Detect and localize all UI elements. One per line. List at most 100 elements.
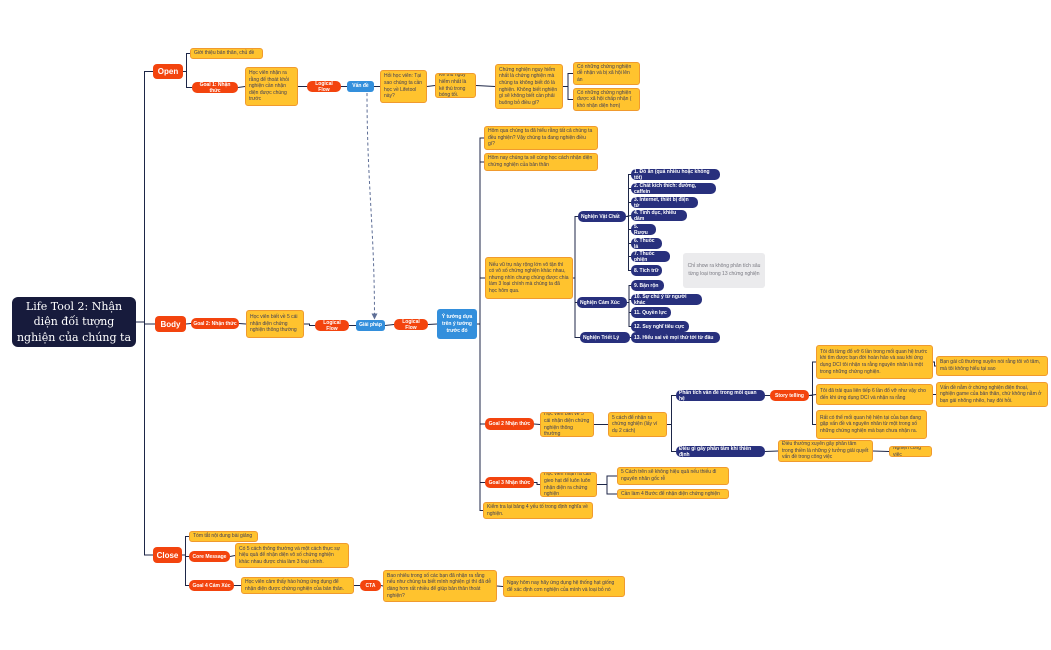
node-kiem-tra[interactable]: Kiểm tra lại bảng 4 yếu tố trong định ng… — [483, 502, 593, 519]
node-item-4[interactable]: 4. Tình dục, khiêu dâm — [631, 210, 687, 221]
connector — [764, 450, 779, 452]
node-story-1[interactable]: Tôi đã từng đổ vỡ 6 lần trong mối quan h… — [816, 345, 933, 379]
connector — [477, 277, 485, 325]
node-item-8[interactable]: 8. Tích trữ — [631, 265, 662, 276]
connector — [809, 361, 816, 396]
node-bao-nhieu[interactable]: Bao nhiêu trong số các bạn đã nhận ra rằ… — [383, 570, 497, 602]
node-item-6[interactable]: 6. Thuốc lá — [631, 238, 662, 249]
node-item-10[interactable]: 10. Sự chú ý từ người khác — [631, 294, 702, 305]
node-item-7[interactable]: 7. Thuốc phiện — [631, 251, 670, 262]
node-item-3[interactable]: 3. Internet, thiết bị điện tử — [631, 197, 698, 208]
node-ngay-hom-nay[interactable]: Ngay hôm nay hãy ứng dụng hệ thống hạt g… — [503, 576, 625, 597]
relationship-link-van-de-giai-phap[interactable] — [366, 92, 378, 320]
connector — [597, 484, 617, 495]
connector — [182, 536, 189, 556]
connector — [573, 277, 577, 303]
node-item-11[interactable]: 11. Quyền lực — [631, 307, 671, 318]
node-ke-thu[interactable]: Kẻ thù nguy hiểm nhất là kẻ thù trong bó… — [435, 73, 476, 98]
connector — [475, 85, 496, 87]
node-nguy-hiem[interactable]: Chứng nghiện nguy hiểm nhất là chứng ngh… — [495, 64, 563, 109]
node-cach-thong-thuong[interactable]: Có 5 cách thông thường và một cách thực … — [235, 543, 349, 568]
node-core-message[interactable]: Core Message — [189, 551, 230, 562]
node-logical-flow-1[interactable]: Logical Flow — [307, 81, 341, 92]
node-cach-5[interactable]: 5 cách để nhận ra chứng nghiện (lấy ví d… — [608, 412, 667, 437]
connector — [136, 71, 153, 323]
node-khong-hieu-qua[interactable]: 5 Cách trên sẽ không hiệu quả nếu thiếu … — [617, 467, 729, 485]
node-hoi-hoc-vien[interactable]: Hỏi học viên: Tại sao chúng ta cần học v… — [380, 70, 427, 103]
connector — [563, 73, 573, 87]
node-hv-biet-5b[interactable]: Học viên biết về 5 cái nhận diện chứng n… — [540, 412, 594, 437]
connector — [626, 174, 631, 217]
node-logical-flow-2[interactable]: Logical Flow — [315, 320, 349, 331]
node-goal-4[interactable]: Goal 4 Cảm Xúc — [189, 580, 234, 591]
node-giai-phap[interactable]: Giải pháp — [356, 320, 385, 331]
node-gioi-thieu[interactable]: Giới thiệu bản thân, chủ đề — [190, 48, 263, 59]
connector — [183, 53, 190, 72]
node-close[interactable]: Close — [153, 547, 182, 563]
node-chap-nhan[interactable]: Có những chứng nghiện được xã hội chấp n… — [573, 88, 640, 111]
connector — [597, 475, 617, 485]
connector — [573, 277, 580, 338]
node-hv-biet-5[interactable]: Học viên biết về 5 cái nhận diện chứng n… — [246, 310, 304, 338]
node-thien[interactable]: Điều thường xuyên gây phân tâm trong thi… — [778, 440, 873, 462]
node-cat-vat-chat[interactable]: Nghiện Vật Chất — [578, 211, 626, 222]
connector — [182, 554, 189, 586]
connector — [183, 71, 192, 88]
node-goal-1[interactable]: Goal 1: Nhận thức — [192, 82, 238, 93]
node-item-9[interactable]: 9. Bận rộn — [631, 280, 664, 291]
connector — [872, 450, 890, 452]
node-gieo-hat[interactable]: Học viên nhận ra cần gieo hạt để luôn lu… — [540, 472, 597, 497]
node-story-2[interactable]: Tôi đã trải qua liên tiếp 6 lần đổ vỡ nh… — [816, 384, 933, 405]
node-y-tuong[interactable]: Ý tưởng dựa trên ý tưởng trước đó — [437, 309, 477, 339]
connector — [477, 323, 485, 483]
node-item-12[interactable]: 12. Suy nghĩ tiêu cực — [631, 321, 689, 332]
connector — [809, 395, 816, 425]
node-goal-3[interactable]: Goal 3 Nhận thức — [485, 477, 534, 488]
node-goal-2b[interactable]: Goal 2 Nhận thức — [485, 418, 534, 430]
node-story-3[interactable]: Rất có thể mối quan hệ hiện tại của bạn … — [816, 410, 927, 439]
node-cat-triet-ly[interactable]: Nghiện Triết Lý — [580, 332, 630, 343]
node-hom-qua[interactable]: Hôm qua chúng ta đã hiểu rằng tất cả chú… — [484, 126, 598, 150]
connector — [667, 424, 676, 452]
node-story-telling[interactable]: Story telling — [770, 390, 809, 401]
connector — [573, 216, 578, 279]
node-van-de[interactable]: Vấn đề — [347, 81, 374, 92]
connector — [477, 137, 484, 325]
node-hom-nay[interactable]: Hôm nay chúng ta sẽ cùng học cách nhận d… — [484, 153, 598, 171]
connector — [238, 323, 247, 325]
connector — [563, 86, 573, 100]
connector — [304, 323, 315, 326]
connector — [136, 321, 155, 325]
connector — [477, 323, 485, 425]
connector — [182, 554, 189, 557]
node-cta[interactable]: CTA — [360, 580, 381, 591]
connector — [477, 323, 483, 511]
node-floating-note[interactable]: Chỉ show ra không phân tích sâu từng loạ… — [683, 253, 765, 288]
node-goal-2[interactable]: Goal 2: Nhận thức — [191, 318, 239, 329]
node-root[interactable]: Life Tool 2: Nhận diện đối tượng nghiện … — [12, 297, 136, 347]
node-logical-flow-3[interactable]: Logical Flow — [394, 319, 428, 330]
node-hv-nhan-ra[interactable]: Học viên nhận ra rằng để thoát khỏi nghi… — [245, 67, 298, 106]
node-item-13[interactable]: 13. Hiểu sai về mọi thứ tới từ đâu — [631, 332, 720, 343]
node-open[interactable]: Open — [153, 64, 183, 79]
node-nghien-cong-viec[interactable]: Nghiện công việc — [889, 446, 932, 457]
connector — [237, 86, 246, 88]
node-hao-hung[interactable]: Học viên cảm thấy hào hứng ứng dụng để n… — [241, 577, 354, 594]
node-story-2-detail[interactable]: Vấn đề nằm ở chứng nghiện điện thoại, ng… — [936, 382, 1048, 407]
connector — [477, 161, 484, 325]
node-bon-buoc[interactable]: Cần làm 4 Bước để nhận diện chứng nghiện — [617, 489, 729, 499]
node-item-2[interactable]: 2. Chất kích thích: đường, caffein — [631, 183, 716, 194]
node-item-1[interactable]: 1. Đồ ăn (quá nhiều hoặc không tốt) — [631, 169, 720, 180]
connector — [427, 323, 438, 325]
node-de-nhan[interactable]: Có những chứng nghiện dễ nhận và bị xã h… — [573, 62, 640, 85]
node-story-1-detail[interactable]: Bạn gái cũ thường xuyên nói rằng tôi vô … — [936, 356, 1048, 376]
node-cat-cam-xuc[interactable]: Nghiện Cảm Xúc — [577, 297, 627, 308]
node-body[interactable]: Body — [155, 316, 186, 332]
node-phan-tich[interactable]: Phân tích vấn đề trong mối quan hệ — [676, 390, 765, 401]
node-item-5[interactable]: 5. Rượu — [631, 224, 656, 235]
node-vu-tru[interactable]: Nếu vũ trụ này rộng lớn vô tận thì có vô… — [485, 257, 573, 299]
connector — [384, 324, 395, 326]
node-tom-tat[interactable]: Tóm tắt nội dung bài giảng — [189, 531, 258, 542]
node-dieu-gi[interactable]: Điều gì gây phân tâm khi thiền định — [676, 446, 765, 457]
